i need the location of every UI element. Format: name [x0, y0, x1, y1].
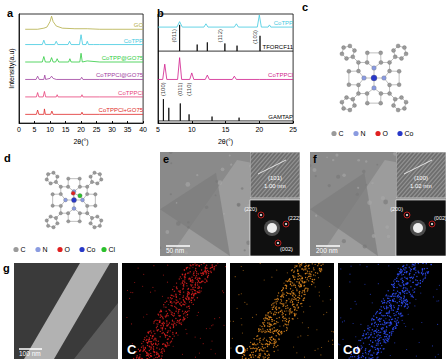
- svg-text:30: 30: [108, 126, 116, 133]
- svg-text:5: 5: [33, 126, 37, 133]
- svg-text:O: O: [383, 130, 389, 137]
- svg-text:d: d: [4, 152, 11, 164]
- svg-text:(002): (002): [280, 246, 293, 252]
- svg-text:f: f: [313, 153, 317, 165]
- svg-text:200 nm: 200 nm: [316, 247, 338, 254]
- svg-text:15: 15: [222, 126, 230, 133]
- svg-text:Co: Co: [343, 342, 360, 357]
- svg-text:N: N: [43, 246, 48, 253]
- svg-text:CoTPP: CoTPP: [274, 20, 293, 26]
- svg-text:GO: GO: [134, 22, 144, 28]
- svg-text:(011): (011): [177, 82, 183, 96]
- svg-text:5: 5: [156, 126, 160, 133]
- svg-text:(011): (011): [171, 29, 177, 43]
- svg-text:CoTPP@GO75: CoTPP@GO75: [102, 55, 144, 61]
- svg-text:TFORCF11: TFORCF11: [263, 44, 294, 50]
- svg-text:CoTPPCl: CoTPPCl: [268, 72, 293, 78]
- svg-text:b: b: [157, 7, 164, 19]
- svg-text:GAMTAP: GAMTAP: [268, 114, 293, 120]
- svg-text:(103): (103): [252, 30, 258, 44]
- svg-text:Cl: Cl: [109, 246, 116, 253]
- svg-text:25: 25: [93, 126, 101, 133]
- svg-text:2θ(°): 2θ(°): [73, 138, 88, 146]
- svg-text:(200): (200): [390, 206, 403, 212]
- svg-text:(101): (101): [268, 175, 282, 181]
- svg-text:10: 10: [46, 126, 54, 133]
- svg-text:20: 20: [255, 126, 263, 133]
- svg-text:(100): (100): [160, 82, 166, 96]
- svg-text:2θ(°): 2θ(°): [218, 138, 233, 146]
- svg-text:a: a: [7, 7, 14, 19]
- svg-text:(220): (220): [244, 206, 257, 212]
- svg-text:C: C: [339, 130, 344, 137]
- svg-text:Co: Co: [87, 246, 96, 253]
- svg-text:(100): (100): [414, 175, 428, 181]
- svg-text:15: 15: [62, 126, 70, 133]
- svg-text:1.00 nm: 1.00 nm: [264, 183, 286, 189]
- svg-text:(222): (222): [288, 215, 301, 221]
- svg-text:CoTPPCl@GO75: CoTPPCl@GO75: [96, 72, 144, 78]
- svg-text:CoTPPCl+GO75: CoTPPCl+GO75: [99, 107, 144, 113]
- svg-text:50 nm: 50 nm: [166, 247, 184, 254]
- svg-text:e: e: [163, 153, 169, 165]
- svg-text:20: 20: [77, 126, 85, 133]
- svg-text:Intensity(a.u): Intensity(a.u): [8, 48, 16, 88]
- svg-text:100 nm: 100 nm: [19, 350, 41, 357]
- svg-text:40: 40: [139, 126, 147, 133]
- svg-text:Co: Co: [405, 130, 414, 137]
- svg-text:C: C: [21, 246, 26, 253]
- svg-text:C: C: [127, 342, 137, 357]
- svg-text:(110): (110): [186, 82, 192, 96]
- svg-text:N: N: [361, 130, 366, 137]
- svg-text:25: 25: [289, 126, 297, 133]
- svg-text:10: 10: [188, 126, 196, 133]
- svg-text:1.02 nm: 1.02 nm: [410, 183, 432, 189]
- svg-text:0: 0: [17, 126, 21, 133]
- svg-text:O: O: [235, 342, 245, 357]
- svg-text:O: O: [65, 246, 71, 253]
- svg-text:CoTPPCl: CoTPPCl: [118, 90, 143, 96]
- svg-text:(002): (002): [434, 215, 447, 221]
- svg-text:c: c: [302, 1, 308, 13]
- svg-text:35: 35: [124, 126, 132, 133]
- svg-text:(112): (112): [217, 29, 223, 43]
- svg-text:g: g: [3, 262, 10, 274]
- svg-text:CoTPP: CoTPP: [124, 38, 143, 44]
